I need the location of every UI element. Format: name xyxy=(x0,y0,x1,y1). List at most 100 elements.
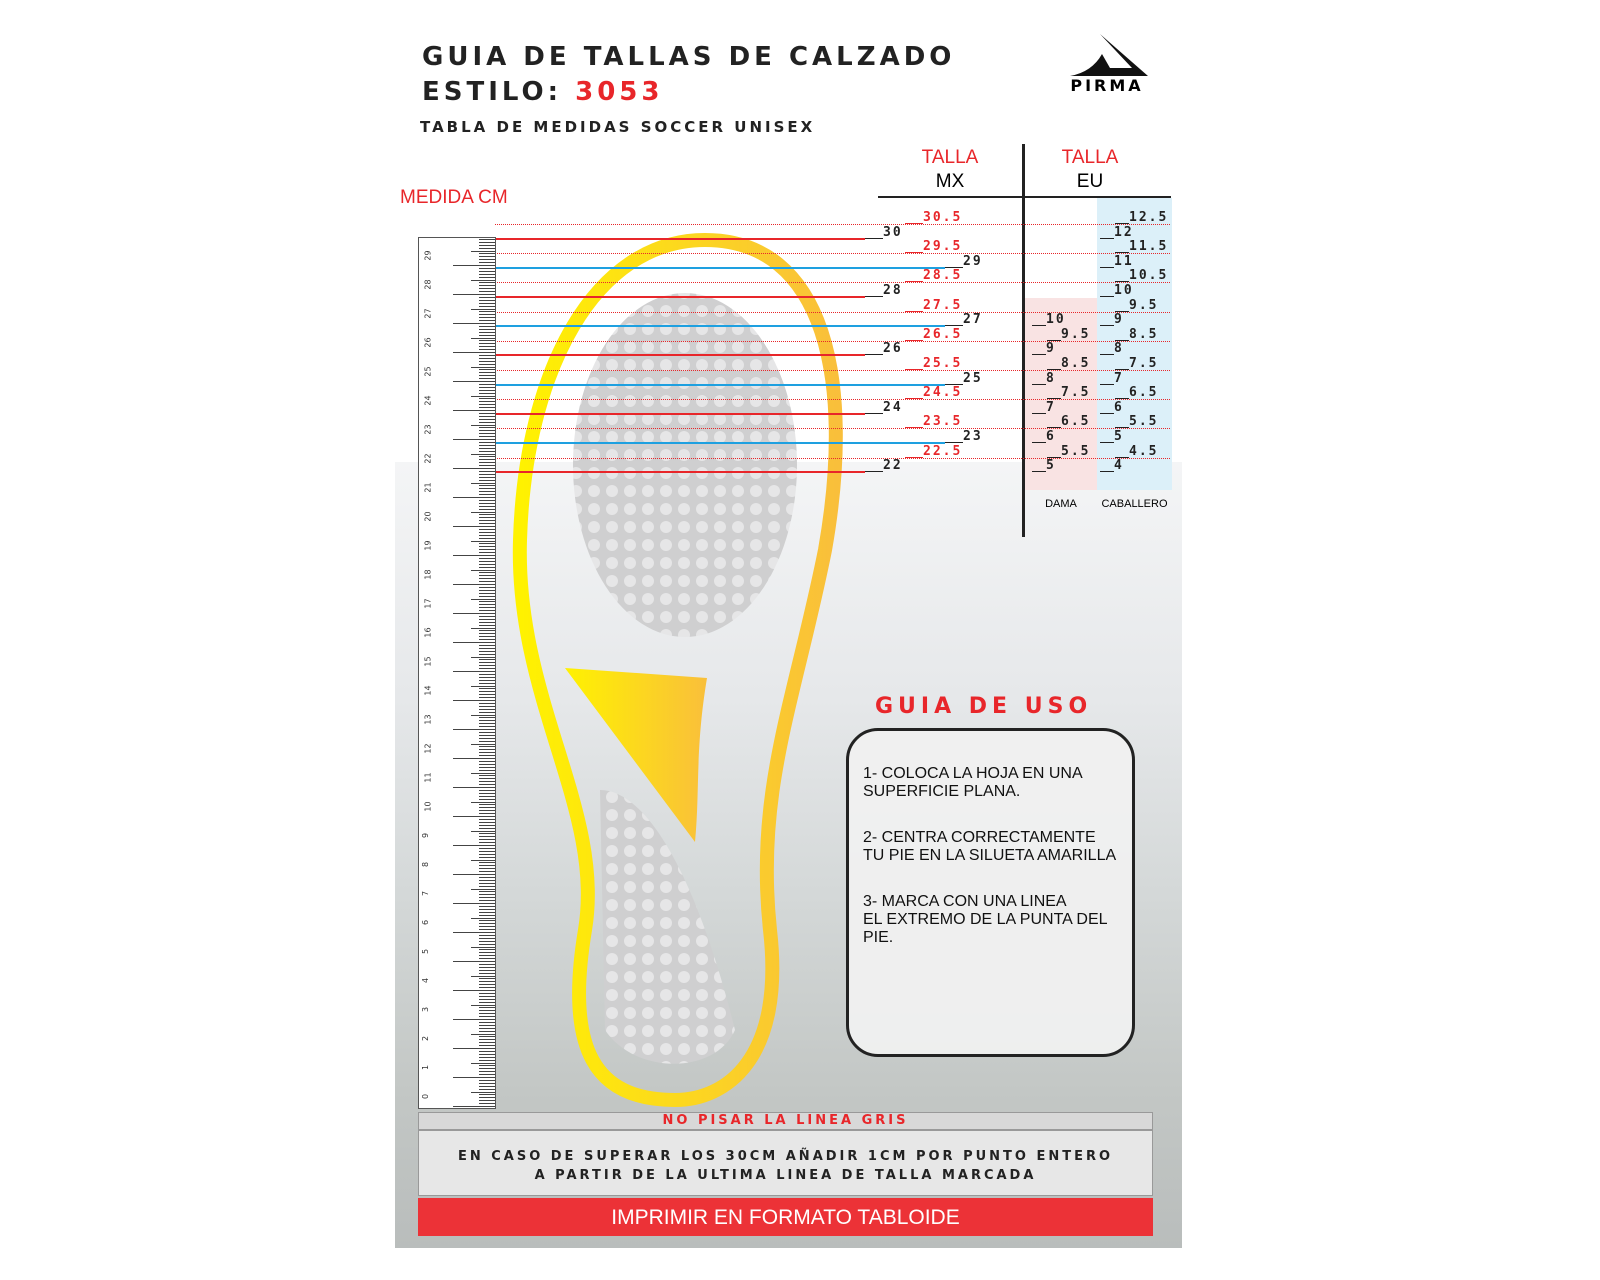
ruler-tick xyxy=(471,772,495,774)
ruler-tick xyxy=(479,650,495,652)
label-tick xyxy=(905,299,923,312)
eu-caballero-label: 8.5 xyxy=(1129,326,1159,342)
ruler-tick xyxy=(479,882,495,884)
ruler-tick xyxy=(479,879,495,881)
ruler-tick xyxy=(479,644,495,646)
mx-size-label: 27.5 xyxy=(923,297,963,313)
ruler-tick xyxy=(479,876,495,878)
ruler-tick xyxy=(479,1024,495,1026)
ruler-tick xyxy=(479,969,495,971)
mx-size-label: 29 xyxy=(963,253,983,269)
size-line xyxy=(495,325,945,328)
ruler-tick xyxy=(471,714,495,716)
ruler-label: 10 xyxy=(423,801,433,812)
ruler-tick xyxy=(453,903,495,904)
ruler-tick xyxy=(479,1094,495,1096)
eu-caballero-label: 5 xyxy=(1114,429,1124,444)
ruler-tick xyxy=(479,1021,495,1023)
ruler-tick xyxy=(479,1042,495,1044)
ruler-tick xyxy=(479,465,495,467)
ruler-tick xyxy=(479,810,495,812)
caballero-column-bg xyxy=(1097,198,1172,490)
ruler-tick xyxy=(453,381,495,382)
ruler-tick xyxy=(479,563,495,565)
ruler-label: 17 xyxy=(423,598,433,609)
ruler-tick xyxy=(453,787,495,788)
ruler-label: 21 xyxy=(423,482,433,493)
ruler-tick xyxy=(479,523,495,525)
ruler-tick xyxy=(479,940,495,942)
ruler-tick xyxy=(479,937,495,939)
label-tick xyxy=(1100,430,1114,443)
ruler-tick xyxy=(479,604,495,606)
ruler-tick xyxy=(479,763,495,765)
eu-caballero-label: 9.5 xyxy=(1129,297,1159,313)
half-size-line xyxy=(495,399,1170,401)
label-tick xyxy=(905,240,923,254)
ruler-tick xyxy=(479,621,495,623)
eu-dama-label: 7.5 xyxy=(1061,385,1091,401)
ruler-tick xyxy=(479,552,495,554)
label-tick xyxy=(865,401,883,414)
eu-caballero-label: 4.5 xyxy=(1129,443,1159,459)
ruler-tick xyxy=(479,1056,495,1058)
ruler-tick xyxy=(479,520,495,522)
ruler-tick xyxy=(479,450,495,452)
eu-dama-label: 6.5 xyxy=(1061,414,1091,430)
ruler-tick xyxy=(479,491,495,493)
ruler-tick xyxy=(479,299,495,301)
ruler-tick xyxy=(479,476,495,478)
ruler-tick xyxy=(479,1085,495,1087)
ruler-tick xyxy=(479,427,495,429)
half-size-line xyxy=(495,224,1170,225)
ruler-tick xyxy=(479,726,495,728)
ruler-tick xyxy=(479,842,495,844)
ruler-tick xyxy=(479,1013,495,1015)
eu-caballero-label: 4 xyxy=(1114,458,1124,474)
ruler-tick xyxy=(479,1045,495,1047)
ruler-tick xyxy=(479,856,495,858)
label-tick xyxy=(1100,342,1114,356)
dama-label: DAMA xyxy=(1045,498,1077,510)
ruler-tick xyxy=(453,932,495,933)
label-tick xyxy=(1115,211,1129,224)
ruler-tick xyxy=(479,992,495,994)
ruler-tick xyxy=(479,740,495,742)
ruler-tick xyxy=(479,262,495,264)
ruler-tick xyxy=(479,1074,495,1076)
label-tick xyxy=(905,445,923,458)
ruler-tick xyxy=(479,636,495,638)
eu-caballero-label: 10.5 xyxy=(1129,268,1169,284)
ruler-tick xyxy=(479,383,495,385)
ruler-tick xyxy=(479,905,495,907)
ruler-tick xyxy=(453,323,495,324)
ruler-tick xyxy=(479,871,495,873)
ruler-tick xyxy=(479,473,495,475)
size-line xyxy=(495,354,865,357)
ruler-tick xyxy=(479,778,495,780)
eu-dama-label: 7 xyxy=(1046,399,1056,415)
subtitle: TABLA DE MEDIDAS SOCCER UNISEX xyxy=(420,118,816,136)
ruler-tick xyxy=(479,244,495,246)
print-format-banner: IMPRIMIR EN FORMATO TABLOIDE xyxy=(418,1198,1153,1236)
ruler-tick xyxy=(479,723,495,725)
ruler-label: 16 xyxy=(423,627,433,638)
ruler-tick xyxy=(453,613,495,614)
ruler-tick xyxy=(453,497,495,498)
label-tick xyxy=(945,313,963,327)
mx-size-label: 23 xyxy=(963,429,983,444)
ruler-tick xyxy=(479,795,495,797)
label-tick xyxy=(1047,357,1061,370)
ruler-tick xyxy=(479,827,495,829)
ruler-tick xyxy=(479,479,495,481)
ruler-tick xyxy=(479,978,495,980)
ruler-tick xyxy=(479,955,495,957)
guide-title: GUIA DE USO xyxy=(875,694,1093,719)
ruler-tick xyxy=(479,357,495,359)
ruler-tick xyxy=(479,1036,495,1038)
ruler-tick xyxy=(479,966,495,968)
ruler-tick xyxy=(471,337,495,339)
ruler-tick xyxy=(479,984,495,986)
ruler-tick xyxy=(453,961,495,962)
label-tick xyxy=(865,284,883,297)
